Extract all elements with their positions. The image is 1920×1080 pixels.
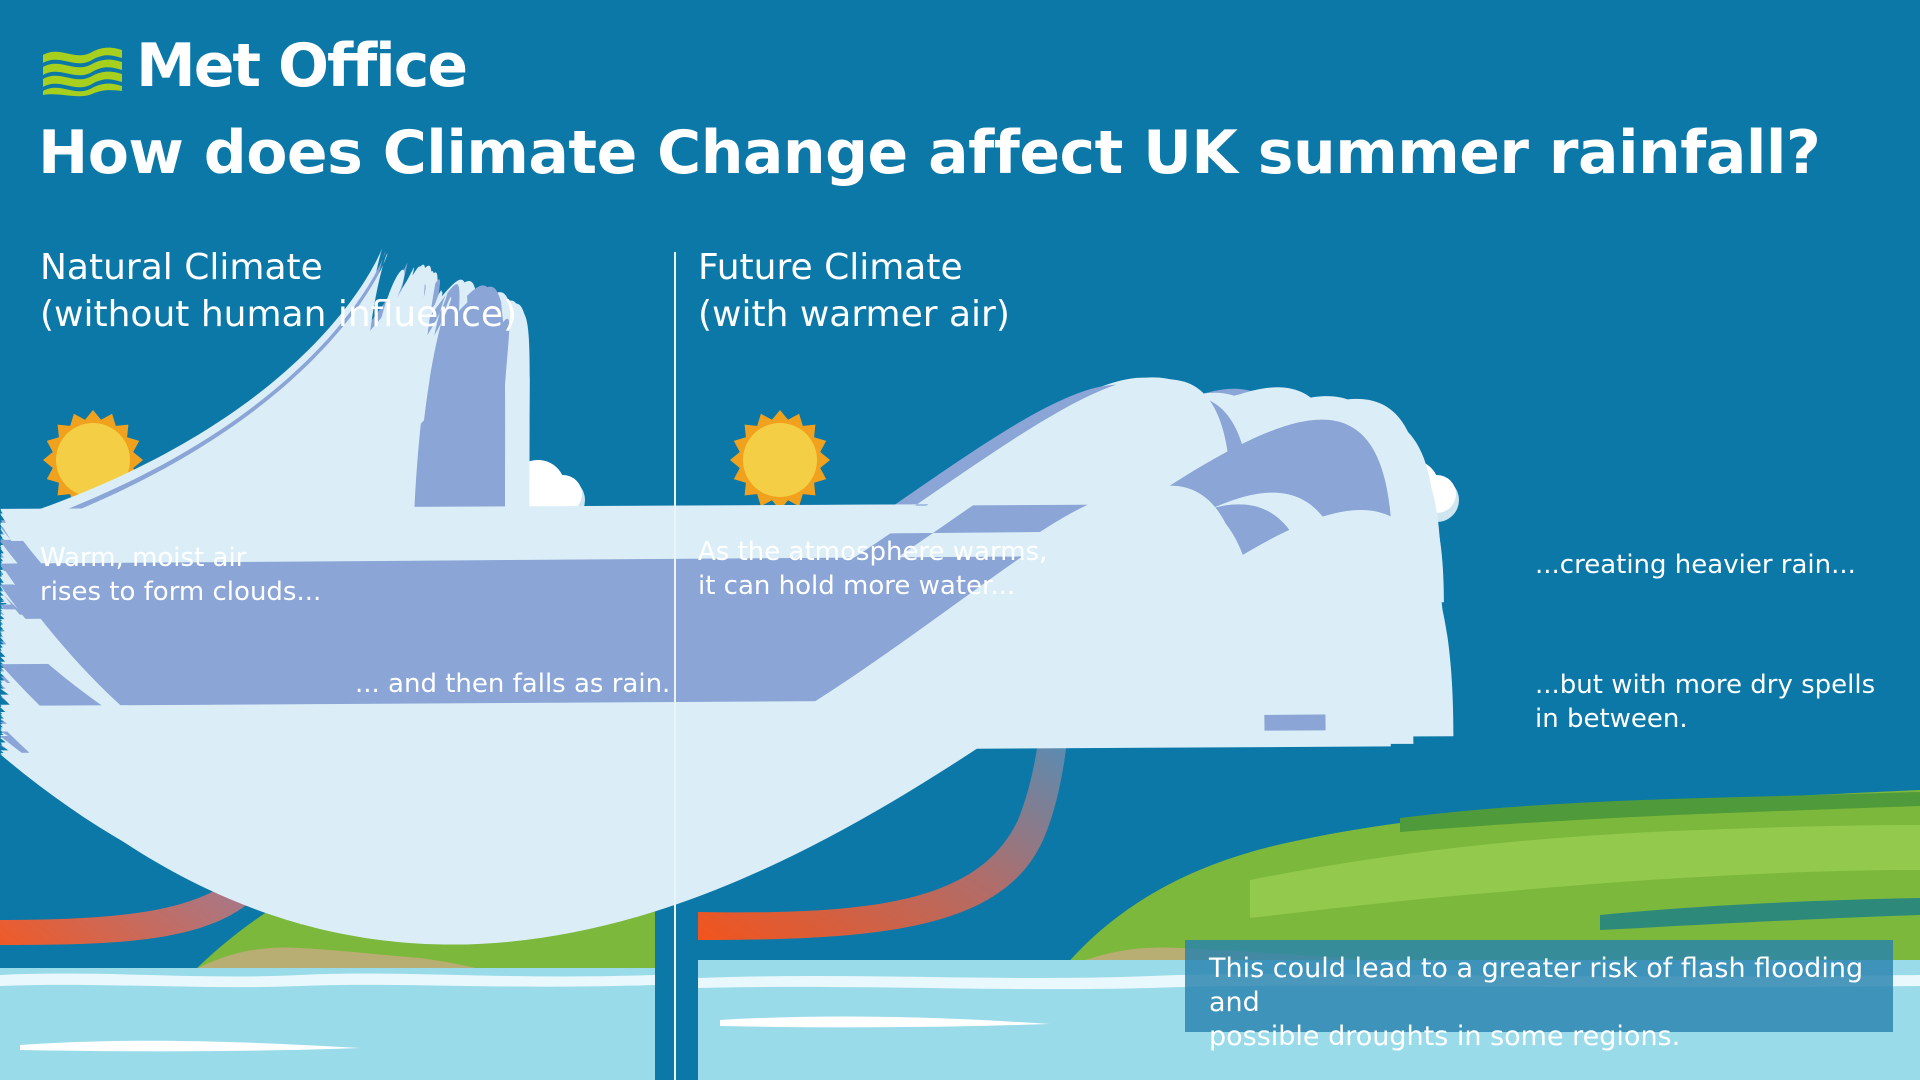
caption-rise: Warm, moist air rises to form clouds... [40,541,321,609]
caption-rise-line2: rises to form clouds... [40,577,322,607]
caption-dry-spells: ...but with more dry spells in between. [1535,668,1875,736]
natural-heading-line2: (without human influence) [40,294,518,335]
future-hill-dark-band [1600,898,1920,930]
caption-hold-line2: it can hold more water... [698,571,1016,601]
future-hill-ridge [1400,792,1920,832]
panel-divider [674,252,676,1080]
future-climate-heading: Future Climate (with warmer air) [698,244,1010,338]
natural-sea-foam [0,973,655,988]
flood-drought-note: This could lead to a greater risk of fla… [1185,940,1893,1052]
caption-rise-line1: Warm, moist air [40,543,247,573]
brand-name: Met Office [136,31,468,101]
future-sea-wave [720,1016,1050,1028]
natural-sea-wave [20,1040,360,1052]
raindrop-icon [0,253,388,540]
future-heading-line2: (with warmer air) [698,294,1010,335]
future-hill-highlight [1250,825,1920,918]
rising-air-arrow-future [698,690,1072,940]
note-line1: This could lead to a greater risk of fla… [1209,953,1864,1018]
note-line2: possible droughts in some regions. [1209,1021,1681,1052]
caption-rain: ... and then falls as rain. [355,669,671,699]
sun-icon [730,410,830,510]
rain-future [0,377,1454,945]
met-office-wave-logo [43,47,122,97]
caption-dry-line1: ...but with more dry spells [1535,670,1876,700]
natural-climate-heading: Natural Climate (without human influence… [40,244,517,338]
sun-disc [56,423,130,497]
sun-disc [743,423,817,497]
caption-dry-line2: in between. [1535,704,1688,734]
caption-hold-line1: As the atmosphere warms, [698,537,1048,567]
caption-heavier-rain: ...creating heavier rain... [1535,550,1856,580]
brand-lockup: Met Office [40,31,468,101]
page-title: How does Climate Change affect UK summer… [38,118,1821,188]
logo-spacer [40,36,124,96]
cloud-puff [544,475,582,513]
caption-hold-water: As the atmosphere warms, it can hold mor… [698,535,1047,603]
future-heading-line1: Future Climate [698,247,963,288]
natural-heading-line1: Natural Climate [40,247,323,288]
raindrop-icon [0,509,1450,934]
